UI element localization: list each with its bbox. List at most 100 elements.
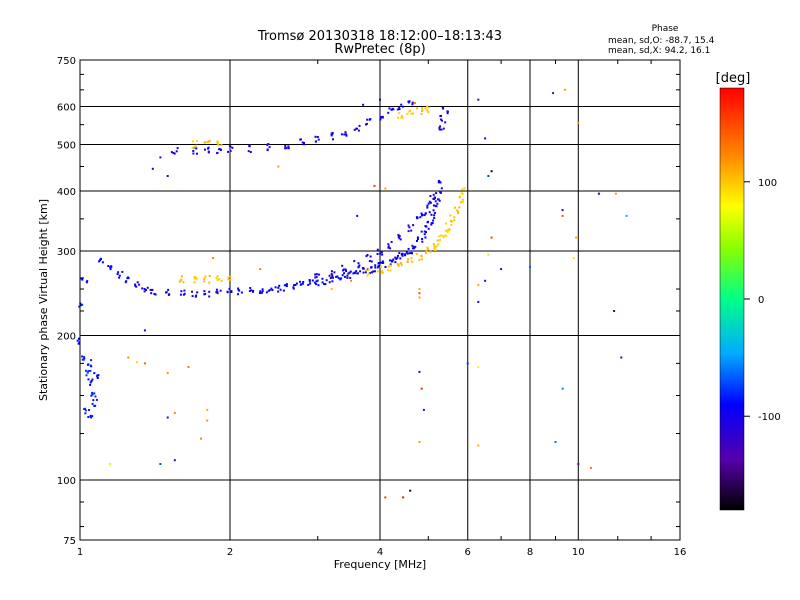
- data-point: [344, 131, 347, 134]
- data-point: [91, 415, 94, 418]
- data-point: [428, 211, 431, 214]
- data-point: [200, 437, 203, 440]
- data-point: [87, 363, 90, 366]
- data-point: [203, 278, 206, 280]
- data-point: [86, 280, 89, 283]
- data-point: [219, 149, 222, 151]
- data-point: [331, 280, 334, 283]
- data-point: [328, 281, 331, 284]
- data-point: [167, 288, 170, 291]
- data-point: [227, 276, 230, 279]
- colorbar-ticks: 100 0 -100: [744, 178, 781, 423]
- data-point: [446, 228, 449, 231]
- data-point: [300, 283, 303, 286]
- data-point: [420, 112, 423, 115]
- data-point: [218, 278, 221, 281]
- chart-subtitle: RwPretec (8p): [334, 42, 425, 57]
- data-point: [407, 224, 410, 227]
- data-point: [446, 110, 449, 113]
- data-point: [418, 441, 421, 443]
- data-point: [434, 200, 437, 203]
- data-point: [316, 279, 319, 282]
- data-point: [87, 378, 90, 381]
- data-point: [400, 116, 403, 119]
- data-point: [265, 291, 268, 294]
- data-point: [116, 273, 119, 275]
- data-point: [277, 165, 280, 168]
- data-point: [620, 356, 623, 359]
- data-point: [438, 235, 441, 238]
- data-point: [396, 108, 399, 111]
- data-point: [373, 184, 376, 187]
- data-point: [96, 374, 99, 377]
- data-point: [365, 255, 368, 258]
- data-point: [176, 147, 179, 150]
- data-point: [561, 209, 564, 212]
- data-point: [340, 133, 343, 136]
- data-point: [78, 337, 80, 340]
- phase-x-stats: mean, sd,X: 94.2, 16.1: [608, 46, 710, 56]
- x-tick-label: 10: [572, 547, 585, 558]
- data-point: [87, 370, 90, 373]
- data-point: [121, 270, 124, 273]
- data-point: [368, 118, 371, 121]
- data-point: [196, 140, 198, 142]
- data-point: [330, 132, 333, 135]
- data-point: [194, 276, 197, 279]
- data-point: [315, 275, 318, 278]
- x-axis-label: Frequency [MHz]: [334, 558, 426, 571]
- data-point: [376, 253, 379, 255]
- data-point: [229, 150, 232, 152]
- data-point: [182, 293, 185, 296]
- data-point: [207, 146, 210, 149]
- data-point: [204, 148, 206, 151]
- data-point: [85, 374, 88, 377]
- data-point: [220, 280, 223, 282]
- data-point: [96, 377, 99, 379]
- data-point: [374, 264, 377, 267]
- data-point: [457, 212, 460, 215]
- data-point: [317, 273, 320, 276]
- data-point: [343, 268, 345, 271]
- data-point: [217, 144, 220, 147]
- data-point: [370, 266, 373, 269]
- data-point: [384, 496, 387, 499]
- data-point: [390, 241, 393, 243]
- data-point: [141, 287, 144, 290]
- data-point: [136, 281, 139, 284]
- data-point: [445, 222, 448, 225]
- data-point: [95, 398, 98, 401]
- data-point: [94, 395, 97, 398]
- data-point: [285, 147, 288, 150]
- data-point: [400, 103, 403, 106]
- data-point: [337, 277, 340, 280]
- data-point: [387, 243, 390, 246]
- data-point: [208, 275, 211, 277]
- data-point: [409, 489, 412, 492]
- data-point: [380, 261, 383, 264]
- data-point: [390, 108, 393, 111]
- data-point: [191, 146, 194, 149]
- data-point: [435, 205, 438, 208]
- data-point: [435, 192, 438, 195]
- data-point: [267, 143, 270, 145]
- data-point: [173, 459, 176, 462]
- data-point: [107, 265, 110, 267]
- data-point: [379, 118, 382, 121]
- data-point: [138, 283, 141, 286]
- data-point: [118, 276, 121, 279]
- data-point: [259, 290, 262, 293]
- data-point: [261, 291, 263, 294]
- data-point: [376, 248, 379, 251]
- data-point: [561, 214, 564, 217]
- data-point: [279, 288, 282, 291]
- data-point: [366, 254, 369, 256]
- data-point: [261, 288, 264, 291]
- data-point: [284, 147, 287, 150]
- data-point: [314, 273, 317, 276]
- data-point: [397, 263, 400, 266]
- data-point: [267, 289, 270, 292]
- data-point: [427, 111, 430, 113]
- data-point: [308, 280, 311, 283]
- data-point: [206, 419, 209, 422]
